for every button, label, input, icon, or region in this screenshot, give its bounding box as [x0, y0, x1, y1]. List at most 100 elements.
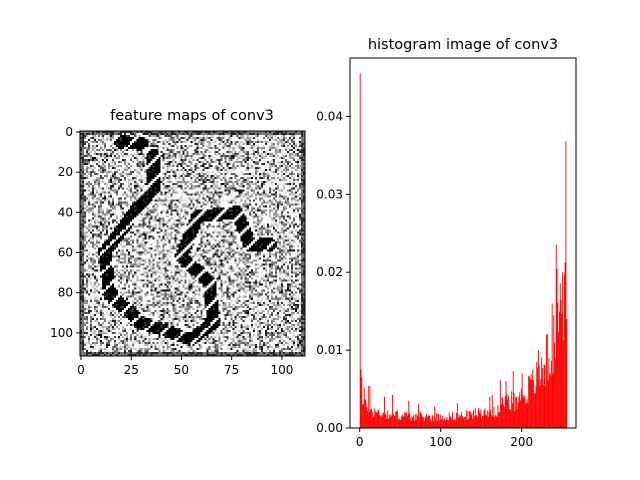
histogram-bar [369, 386, 371, 428]
histogram-bar [378, 410, 380, 428]
histogram-bar [401, 416, 402, 428]
histogram-y-tick-label: 0.02 [316, 265, 343, 279]
histogram-bar [469, 411, 470, 428]
histogram-bar [465, 416, 466, 428]
histogram-bar [455, 418, 457, 428]
histogram-bar [506, 394, 508, 428]
histogram-bar [371, 411, 373, 428]
histogram-bar [403, 416, 405, 428]
histogram-bar [533, 380, 534, 428]
histogram-bar [416, 414, 418, 428]
histogram-bar [558, 331, 560, 428]
histogram-bar [429, 416, 431, 428]
histogram-bar [461, 415, 463, 428]
histogram-bar [360, 369, 362, 428]
feature-map-x-tick-label: 75 [224, 363, 239, 377]
histogram-bar [532, 369, 534, 428]
histogram-bar [384, 413, 386, 428]
histogram-bar [388, 418, 389, 428]
feature-map-y-tick-label: 40 [58, 205, 73, 219]
histogram-bar [428, 414, 430, 428]
histogram-bar [566, 319, 568, 428]
histogram-bar [536, 362, 538, 428]
histogram-bar [476, 414, 478, 428]
histogram-bar [492, 416, 494, 428]
histogram-bar [477, 416, 479, 428]
histogram-bar [405, 412, 406, 428]
histogram-bar [467, 411, 469, 428]
histogram-bar [423, 420, 425, 428]
histogram-bar [464, 416, 466, 428]
histogram-bar [516, 409, 518, 428]
histogram-bar [422, 416, 424, 428]
histogram-panel: histogram image of conv3 0 100 200 0.000.0… [316, 37, 577, 449]
histogram-bar [365, 400, 367, 428]
histogram-bar [425, 416, 427, 428]
histogram-bar [387, 410, 389, 428]
histogram-title: histogram image of conv3 [368, 37, 558, 53]
histogram-bar [456, 403, 458, 428]
histogram-bar [460, 415, 462, 428]
histogram-y-tick-label: 0.00 [316, 421, 343, 435]
histogram-bar [413, 420, 415, 428]
histogram-bar [544, 365, 546, 428]
histogram-bar [413, 415, 415, 428]
histogram-bar [465, 410, 467, 428]
histogram-bar [400, 419, 402, 428]
histogram-bar [513, 392, 515, 428]
histogram-bar [386, 418, 388, 428]
histogram-bar [525, 402, 527, 428]
histogram-bar [441, 418, 443, 428]
histogram-bar [533, 393, 535, 428]
histogram-bar [495, 414, 496, 428]
histogram-bar [472, 418, 474, 428]
histogram-bar [411, 416, 413, 428]
histogram-bar [362, 404, 364, 428]
histogram-bar [407, 414, 409, 428]
histogram-bar [410, 420, 412, 428]
histogram-bar [534, 394, 536, 428]
histogram-bar [453, 418, 455, 428]
histogram-bar [479, 413, 481, 428]
histogram-bar [373, 416, 375, 428]
histogram-bar [473, 409, 475, 428]
histogram-bar [448, 420, 449, 428]
histogram-bar [482, 415, 484, 428]
histogram-bar [521, 373, 523, 428]
histogram-bar [486, 410, 488, 428]
histogram-bar [367, 410, 368, 428]
histogram-bar [443, 418, 445, 428]
histogram-bar [541, 357, 543, 428]
histogram-bar [457, 417, 459, 428]
histogram-bar [389, 417, 391, 428]
histogram-bar [384, 396, 385, 428]
histogram-bar [363, 387, 365, 428]
histogram-bar [466, 420, 468, 428]
histogram-bar [375, 411, 377, 428]
histogram-bar [381, 416, 383, 428]
feature-map-y-tick-label: 20 [58, 165, 73, 179]
histogram-bar [490, 409, 492, 428]
histogram-bar [541, 367, 543, 428]
histogram-bar [448, 412, 450, 428]
feature-map-frame [79, 130, 306, 357]
histogram-bar [383, 412, 385, 428]
histogram-bar [396, 411, 398, 428]
histogram-bar [505, 381, 507, 428]
feature-map-x-tick-label: 25 [124, 363, 139, 377]
histogram-bar [520, 400, 522, 428]
histogram-bar [543, 364, 545, 428]
histogram-bar [518, 396, 520, 428]
histogram-bar [390, 414, 392, 428]
histogram-bars [359, 73, 568, 428]
histogram-bar [523, 397, 525, 428]
histogram-bar [483, 410, 485, 428]
histogram-bar [561, 313, 563, 428]
histogram-bar [485, 414, 487, 428]
histogram-bar [463, 419, 465, 428]
histogram-bar [379, 416, 381, 428]
histogram-bar [427, 416, 429, 428]
histogram-bar [471, 412, 473, 428]
histogram-bar [406, 416, 408, 428]
histogram-bar [478, 410, 480, 428]
